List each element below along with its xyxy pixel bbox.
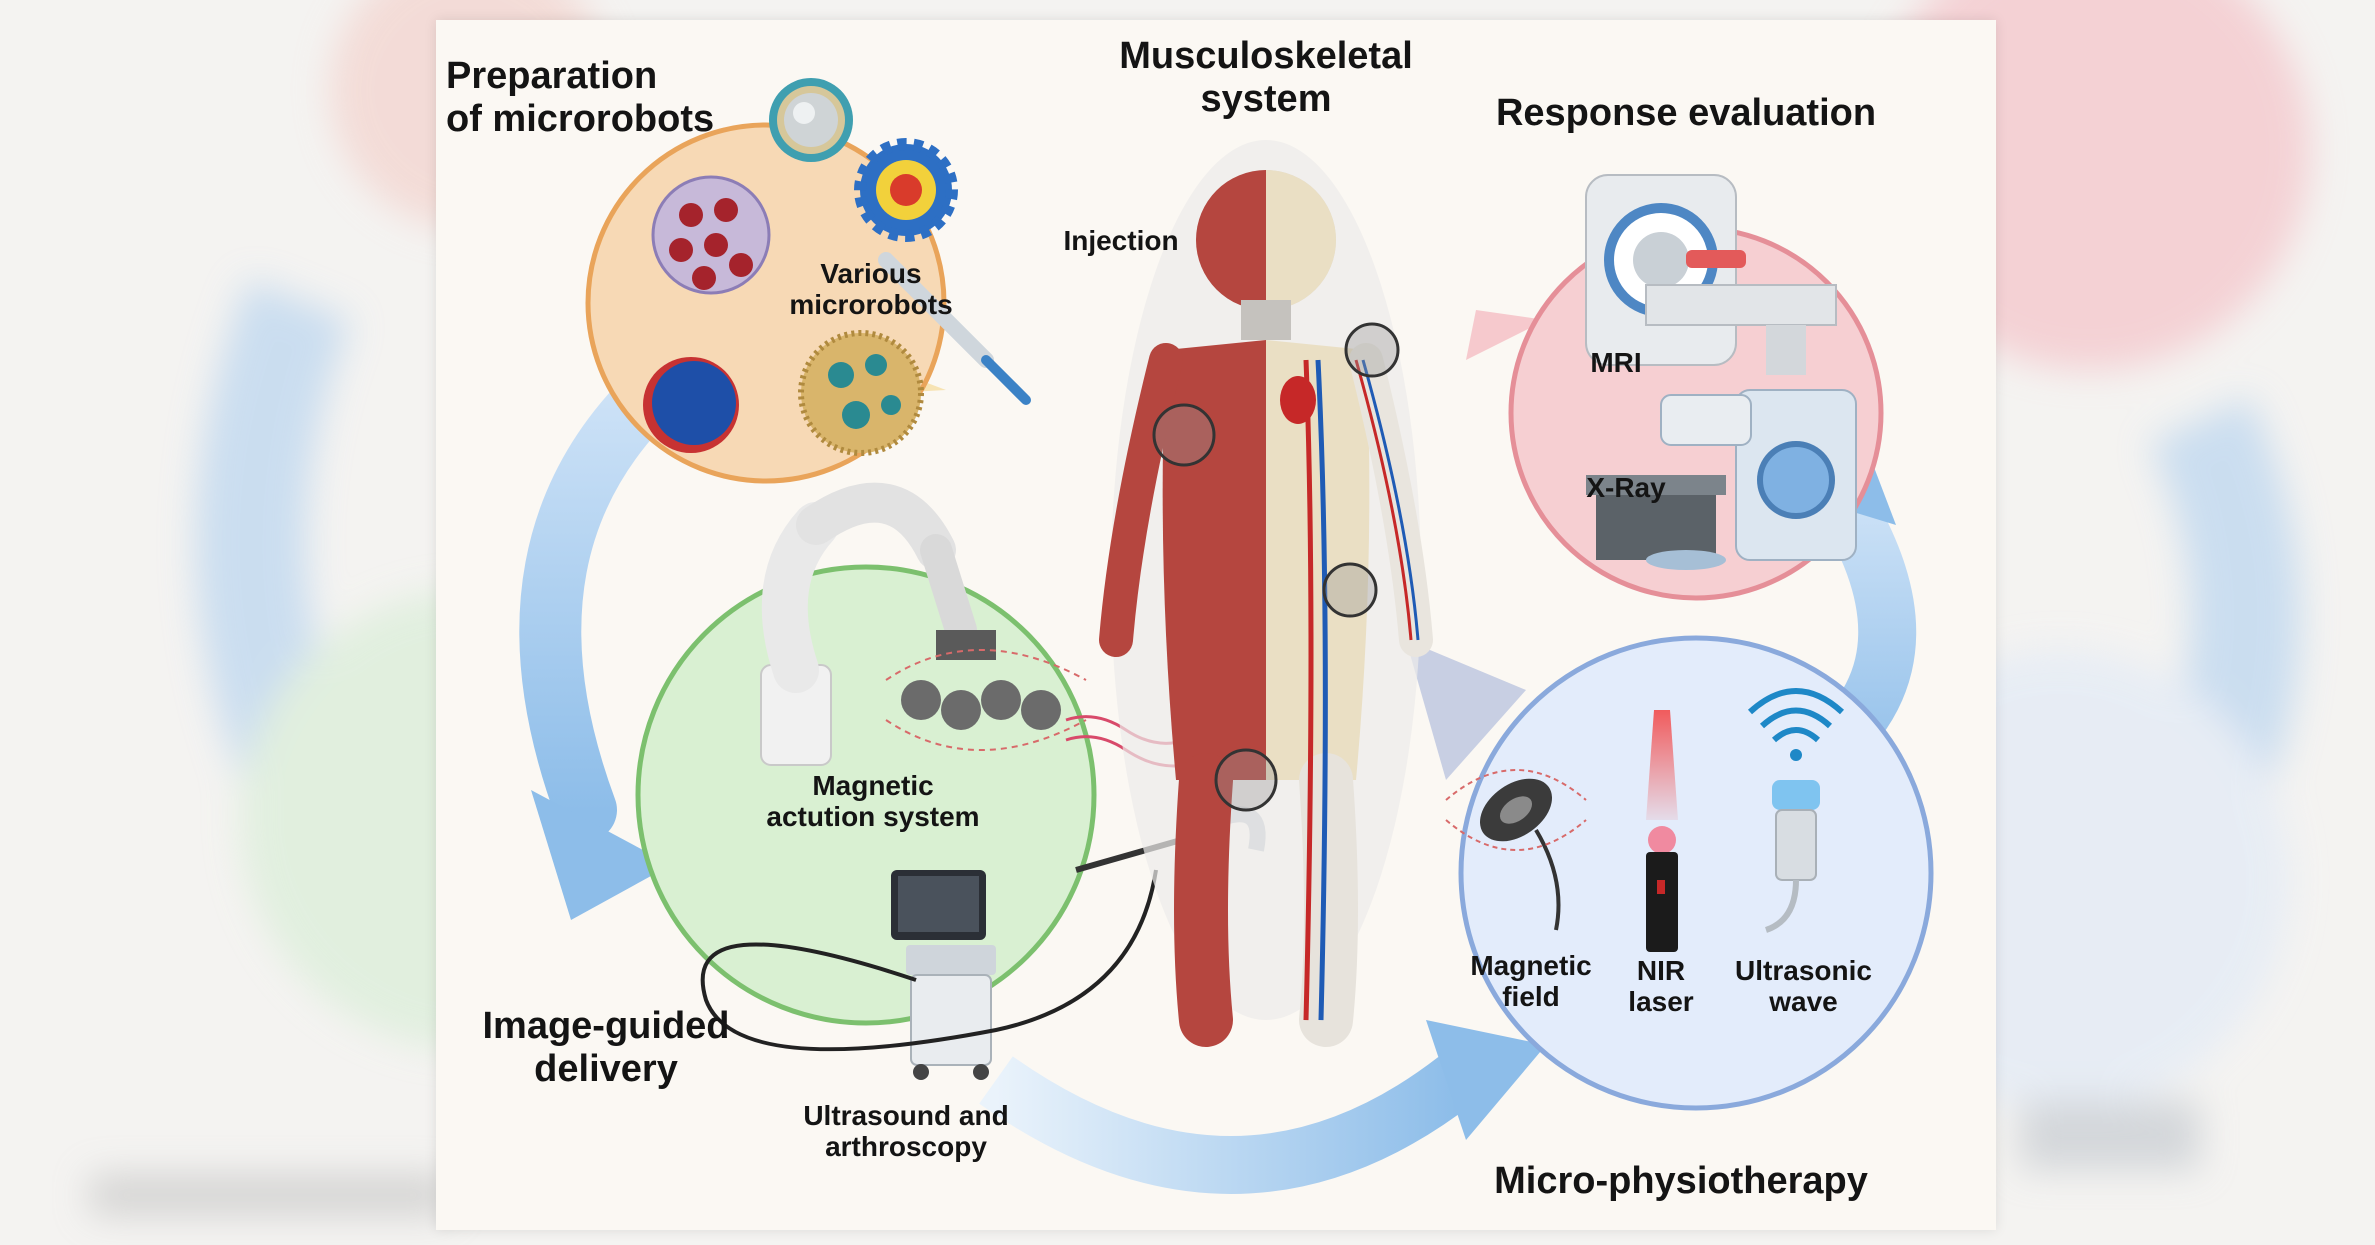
nir-laser-icon [1646,710,1678,952]
microrobot-cluster-icon [651,175,771,295]
circle-therapy [1445,635,1934,1111]
label-xray: X-Ray [1586,472,1666,503]
diagram-artwork [519,78,1934,1194]
magnetic-coil-icon [1445,769,1587,931]
label-micro-physiotherapy: Micro-physiotherapy [1494,1160,1868,1202]
label-magnetic-actution: Magnetic actution system [766,770,980,833]
robot-arm-icon [760,482,996,766]
label-response: Response evaluation [1495,92,1877,134]
xray-machine-icon [1586,389,1857,570]
target-elbow [1322,562,1378,618]
diagram-panel: Preparation of microrobots Musculoskelet… [436,20,1996,1230]
label-musculoskeletal: Musculoskeletal system [1119,35,1413,120]
syringe-icon [878,252,994,368]
microrobot-porous-icon [798,330,924,456]
label-mri: MRI [1590,347,1642,378]
target-neck [1344,322,1400,378]
ultrasound-cart-icon [891,870,996,1080]
label-injection: Injection [1063,225,1179,256]
microrobot-shell-icon [769,78,853,162]
microrobot-janus-icon [643,357,739,453]
target-knee [1214,748,1278,812]
circle-response [1508,174,1884,601]
arrow-delivery-to-therapy [979,1020,1546,1194]
wedge-response [1466,310,1546,360]
circle-preparation [585,78,958,484]
label-various-microrobots: Various microrobots [789,258,953,321]
label-magnetic-field: Magnetic field [1470,950,1592,1013]
label-preparation: Preparation of microrobots [446,55,715,140]
microrobot-gear-icon [854,138,958,242]
mri-scanner-icon [1585,174,1837,375]
human-body-figure [878,140,1433,1047]
label-nir-laser: NIR laser [1628,955,1694,1018]
label-ultrasonic-wave: Ultrasonic wave [1735,955,1872,1018]
label-ultrasound-arthroscopy: Ultrasound and arthroscopy [803,1100,1009,1163]
label-image-guided: Image-guided delivery [482,1005,730,1090]
ultrasonic-probe-icon [1747,688,1845,933]
target-shoulder [1152,403,1216,467]
cable-line [700,869,1158,1052]
arrow-prep-to-delivery [519,349,697,920]
wedge-therapy [1406,640,1526,780]
